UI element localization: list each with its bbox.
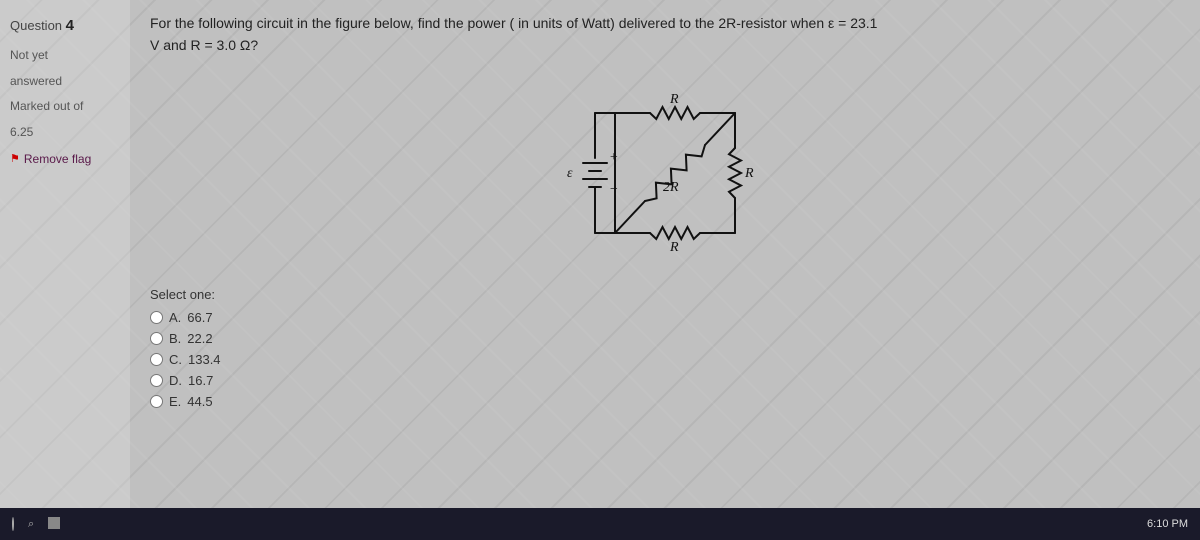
option-row-A[interactable]: A. 66.7: [150, 310, 1180, 325]
option-radio-C[interactable]: [150, 353, 163, 366]
svg-text:+: +: [609, 150, 618, 165]
option-radio-D[interactable]: [150, 374, 163, 387]
status-line-1: Not yet: [10, 45, 120, 67]
option-row-B[interactable]: B. 22.2: [150, 331, 1180, 346]
task-view-icon[interactable]: [48, 517, 60, 532]
svg-text:R: R: [669, 92, 679, 107]
option-value: 22.2: [187, 331, 212, 346]
svg-text:−: −: [609, 182, 618, 197]
select-one-label: Select one:: [150, 287, 1180, 302]
flag-text: Remove flag: [24, 149, 91, 171]
answer-options: Select one: A. 66.7 B. 22.2 C. 133.4 D. 16.7 E. 4…: [150, 287, 1180, 409]
option-value: 133.4: [188, 352, 221, 367]
option-letter: A.: [169, 310, 181, 325]
search-icon[interactable]: ⌕: [28, 518, 34, 531]
option-value: 66.7: [187, 310, 212, 325]
start-icon[interactable]: [12, 518, 14, 530]
question-label: Question: [10, 18, 62, 33]
marked-out-of-value: 6.25: [10, 122, 120, 144]
option-value: 44.5: [187, 394, 212, 409]
flag-icon: ⚑: [10, 150, 20, 170]
svg-text:R: R: [669, 240, 679, 255]
svg-text:R: R: [744, 166, 754, 181]
option-letter: B.: [169, 331, 181, 346]
taskbar: ⌕ 6:10 PM: [0, 508, 1200, 540]
option-radio-A[interactable]: [150, 311, 163, 324]
option-row-E[interactable]: E. 44.5: [150, 394, 1180, 409]
option-value: 16.7: [188, 373, 213, 388]
option-radio-E[interactable]: [150, 395, 163, 408]
question-text: For the following circuit in the figure …: [150, 12, 1180, 57]
taskbar-left: ⌕: [12, 517, 60, 532]
remove-flag-link[interactable]: ⚑ Remove flag: [10, 149, 120, 171]
option-letter: C.: [169, 352, 182, 367]
question-number: 4: [66, 17, 74, 34]
option-radio-B[interactable]: [150, 332, 163, 345]
marked-out-of-label: Marked out of: [10, 96, 120, 118]
question-line-1: For the following circuit in the figure …: [150, 15, 877, 31]
option-row-D[interactable]: D. 16.7: [150, 373, 1180, 388]
option-letter: E.: [169, 394, 181, 409]
option-row-C[interactable]: C. 133.4: [150, 352, 1180, 367]
status-line-2: answered: [10, 71, 120, 93]
svg-text:ε: ε: [567, 166, 573, 181]
circuit-diagram: + − ε R R R 2R: [535, 73, 795, 263]
option-letter: D.: [169, 373, 182, 388]
question-sidebar: Question 4 Not yet answered Marked out o…: [0, 0, 130, 540]
question-line-2: V and R = 3.0 Ω?: [150, 37, 258, 53]
question-title: Question 4: [10, 12, 120, 39]
question-body: For the following circuit in the figure …: [130, 0, 1200, 540]
svg-text:2R: 2R: [663, 180, 679, 195]
taskbar-clock: 6:10 PM: [1147, 518, 1188, 530]
